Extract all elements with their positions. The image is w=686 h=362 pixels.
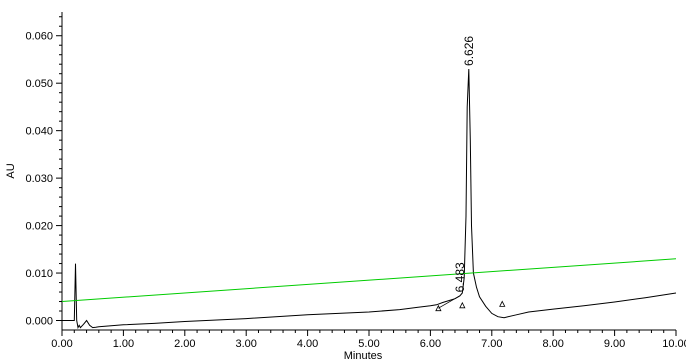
- baseline-reference-line: [61, 258, 677, 302]
- marker-layer: [435, 295, 506, 312]
- integration-baseline: [438, 295, 461, 309]
- peak-label: 6.626: [462, 36, 476, 66]
- x-ticks: 0.00 1.00 2.00 3.00 4.00 5.00 6.00 7.00 8.00 9.00…: [51, 330, 686, 350]
- x-tick-label: 4.00: [297, 338, 318, 350]
- peak-label: 6.483: [453, 262, 467, 292]
- x-axis-title: Minutes: [344, 350, 383, 362]
- y-tick-label: 0.010: [25, 268, 53, 280]
- x-tick-label: 3.00: [235, 338, 256, 350]
- x-tick-label: 9.00: [604, 338, 625, 350]
- x-tick-label: 1.00: [113, 338, 134, 350]
- integration-marker: [459, 301, 466, 309]
- x-tick-label: 10.00: [662, 338, 686, 350]
- y-tick-label: 0.000: [25, 316, 53, 328]
- integration-marker: [499, 300, 506, 307]
- x-tick-label: 5.00: [358, 338, 379, 350]
- y-tick-label: 0.040: [25, 126, 53, 138]
- chromatogram-trace: [62, 68, 677, 330]
- y-axis-title: AU: [5, 163, 17, 178]
- y-ticks: 0.000 0.010 0.020 0.030 0.040 0.050 0.060: [25, 16, 62, 328]
- y-tick-label: 0.030: [25, 173, 53, 185]
- x-tick-label: 2.00: [174, 338, 195, 350]
- series-layer: [61, 68, 677, 330]
- x-tick-label: 7.00: [481, 338, 502, 350]
- y-tick-label: 0.060: [25, 31, 53, 43]
- x-tick-label: 0.00: [51, 338, 72, 350]
- y-tick-label: 0.050: [25, 78, 53, 90]
- y-tick-label: 0.020: [25, 221, 53, 233]
- x-tick-label: 6.00: [420, 338, 441, 350]
- x-tick-label: 8.00: [542, 338, 563, 350]
- annotation-layer: 6.626 6.483: [453, 36, 476, 293]
- integration-marker: [435, 304, 442, 312]
